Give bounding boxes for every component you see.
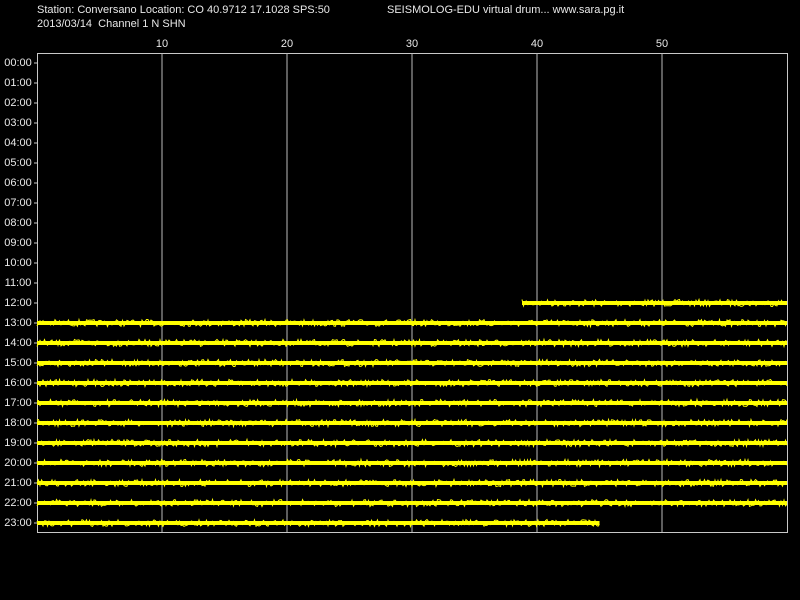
row-label: 01:00	[4, 77, 32, 89]
trace	[37, 481, 787, 485]
row-label: 06:00	[4, 177, 32, 189]
trace	[37, 421, 787, 425]
row-label: 12:00	[4, 297, 32, 309]
row-label: 23:00	[4, 517, 32, 529]
row-label: 21:00	[4, 477, 32, 489]
annotation: SEISMOLOG-EDU virtual drum... www.sara.p…	[387, 4, 624, 16]
trace-noise	[36, 477, 788, 489]
trace-noise	[36, 317, 788, 329]
x-tick-label: 10	[156, 38, 168, 50]
trace-noise	[36, 437, 788, 449]
trace-noise	[36, 518, 600, 529]
row-label: 17:00	[4, 397, 32, 409]
trace-noise	[36, 357, 788, 369]
row-label: 02:00	[4, 97, 32, 109]
trace-noise	[36, 417, 788, 429]
row-label: 08:00	[4, 217, 32, 229]
trace	[37, 441, 787, 445]
row-label: 15:00	[4, 357, 32, 369]
station-title: Station: Conversano Location: CO 40.9712…	[37, 4, 330, 16]
row-label: 04:00	[4, 137, 32, 149]
trace	[37, 381, 787, 385]
trace-noise	[36, 457, 788, 469]
row-label: 05:00	[4, 157, 32, 169]
row-label: 00:00	[4, 57, 32, 69]
row-label: 18:00	[4, 417, 32, 429]
row-label: 07:00	[4, 197, 32, 209]
row-label: 10:00	[4, 257, 32, 269]
trace	[37, 521, 600, 525]
x-tick-label: 50	[656, 38, 668, 50]
row-label: 13:00	[4, 317, 32, 329]
trace-noise	[36, 377, 788, 388]
row-label: 14:00	[4, 337, 32, 349]
trace	[37, 461, 787, 465]
x-tick-label: 20	[281, 38, 293, 50]
row-label: 19:00	[4, 437, 32, 449]
trace-noise	[36, 397, 788, 409]
trace-noise	[521, 297, 787, 308]
trace	[37, 501, 787, 505]
trace-noise	[36, 497, 788, 508]
trace	[37, 341, 787, 345]
trace	[37, 321, 787, 325]
row-label: 16:00	[4, 377, 32, 389]
row-label: 22:00	[4, 497, 32, 509]
x-tick-label: 30	[406, 38, 418, 50]
trace-noise	[36, 337, 788, 349]
row-label: 11:00	[5, 277, 32, 289]
row-label: 20:00	[4, 457, 32, 469]
subtitle: 2013/03/14 Channel 1 N SHN	[37, 18, 186, 30]
row-label: 03:00	[4, 117, 32, 129]
row-label: 09:00	[4, 237, 32, 249]
x-tick-label: 40	[531, 38, 543, 50]
